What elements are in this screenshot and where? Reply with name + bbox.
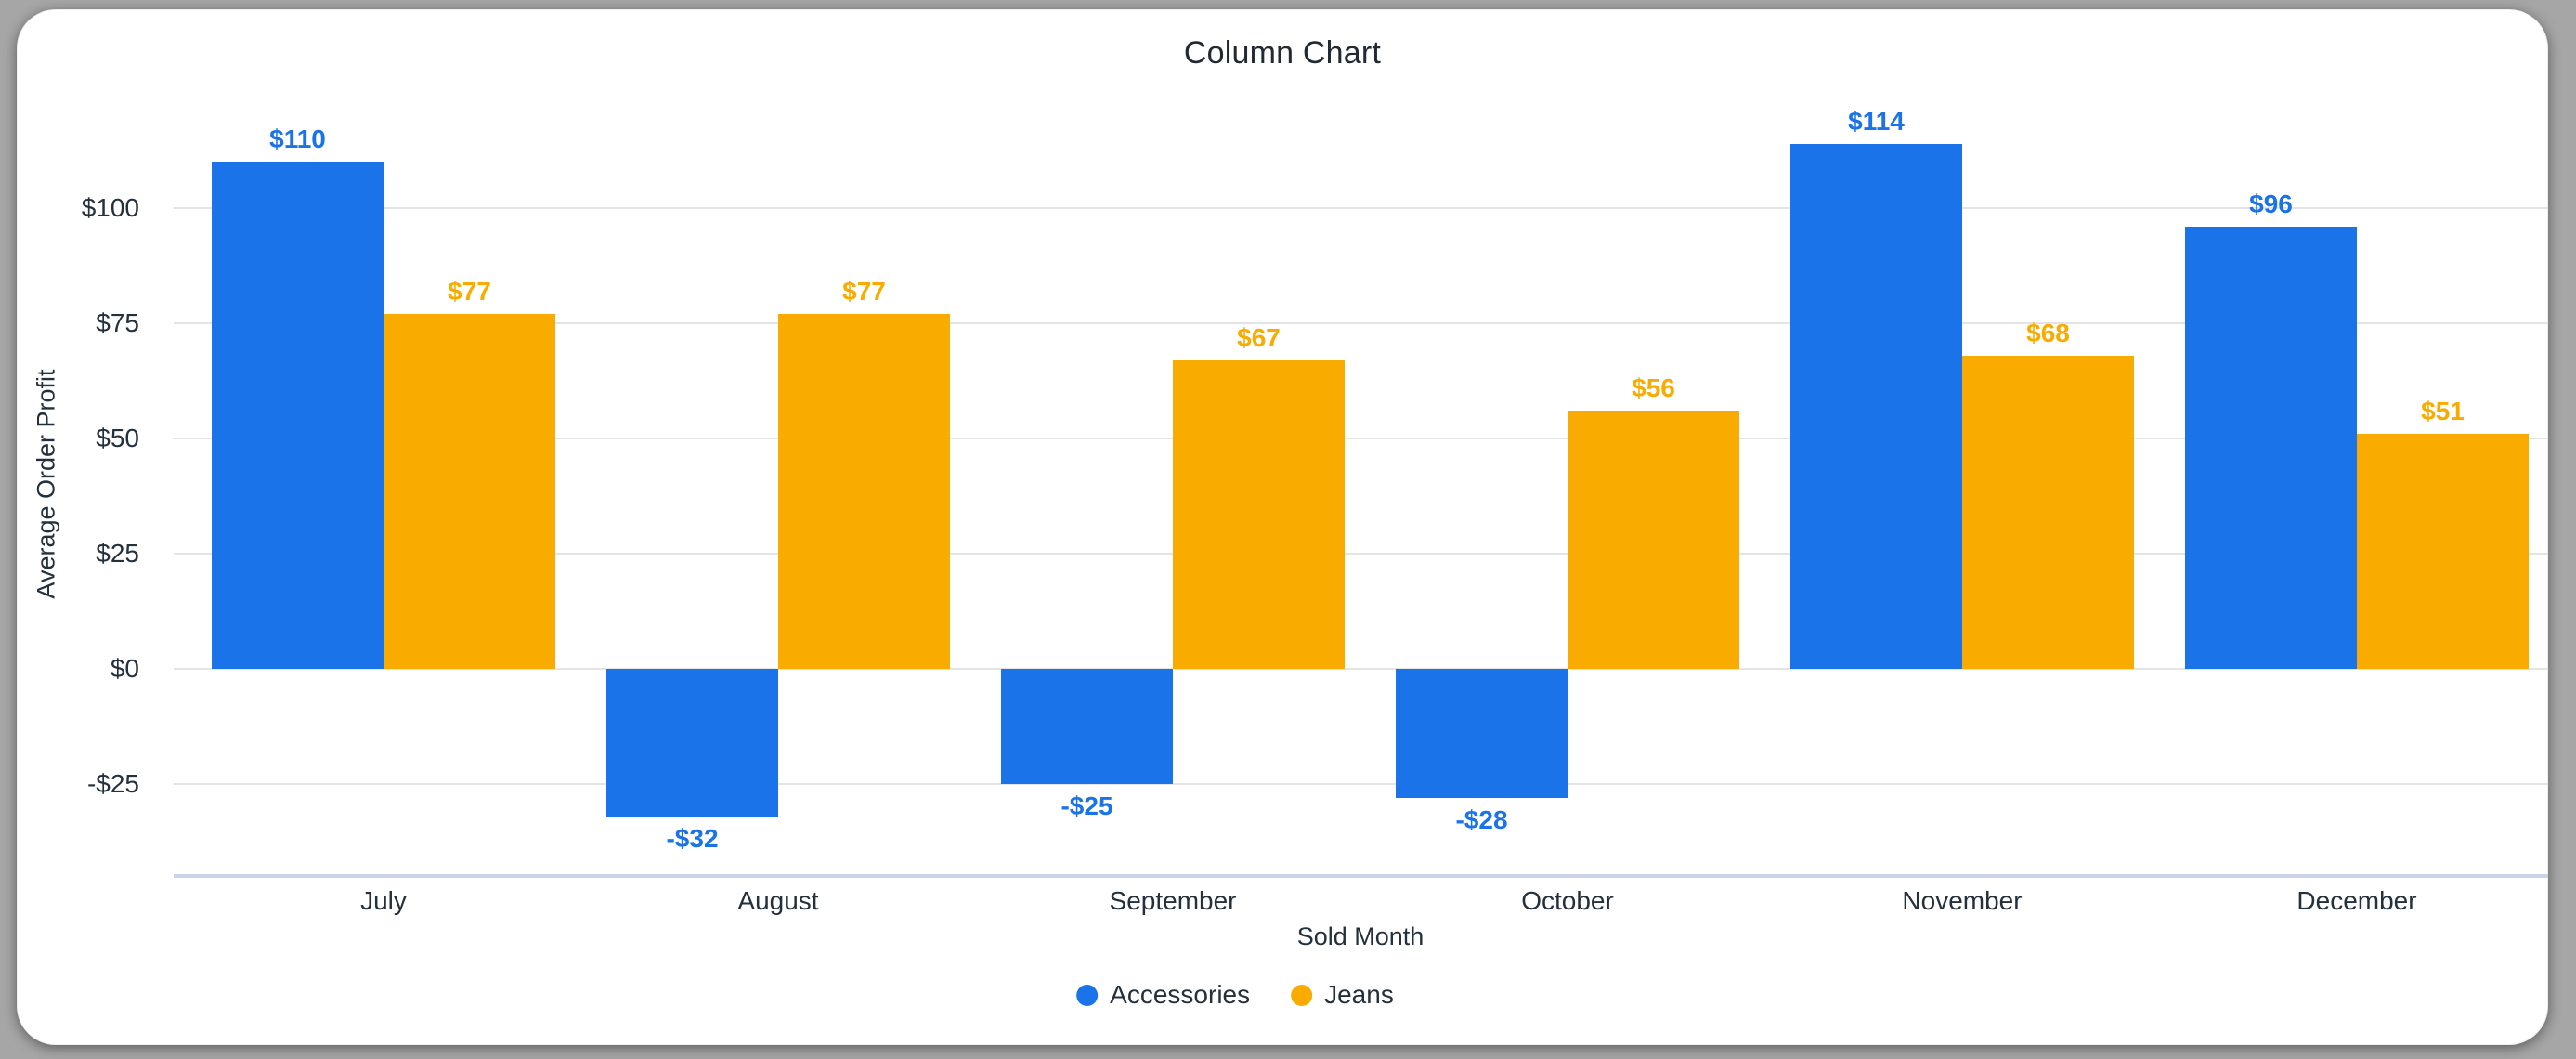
bar-jeans-august[interactable]	[778, 314, 950, 669]
gridline	[174, 667, 2548, 670]
y-tick-label: $0	[110, 653, 139, 683]
gridline	[174, 782, 2548, 785]
value-label: $96	[2249, 189, 2293, 218]
bar-accessories-july[interactable]	[212, 162, 384, 669]
value-label: $114	[1848, 106, 1905, 136]
x-tick-label-august: August	[737, 886, 819, 915]
bar-accessories-september[interactable]	[1001, 668, 1173, 784]
x-tick-label-november: November	[1902, 886, 2023, 915]
gridline	[174, 206, 2548, 209]
value-label: -$32	[666, 823, 719, 853]
value-label: $67	[1237, 322, 1281, 352]
bar-jeans-july[interactable]	[384, 314, 555, 669]
legend-dot-icon	[1291, 984, 1313, 1006]
x-tick-label-december: December	[2296, 886, 2417, 915]
value-label: $77	[842, 277, 886, 307]
legend-label: Accessories	[1110, 980, 1251, 1009]
gridline	[174, 437, 2548, 439]
y-tick-label: $75	[96, 307, 139, 337]
value-label: -$25	[1060, 791, 1113, 820]
chart-title: Column Chart	[1183, 35, 1382, 71]
y-tick-label: $25	[96, 538, 139, 568]
bar-jeans-december[interactable]	[2357, 433, 2529, 669]
value-label: $77	[448, 277, 491, 307]
value-label: $110	[269, 124, 326, 154]
value-label: -$28	[1455, 804, 1508, 834]
bar-jeans-september[interactable]	[1173, 360, 1345, 669]
legend-item-accessories[interactable]: Accessories	[1076, 982, 1250, 1008]
bar-accessories-august[interactable]	[606, 668, 778, 817]
value-label: $68	[2026, 318, 2070, 347]
gridline	[174, 321, 2548, 324]
legend-label: Jeans	[1324, 980, 1394, 1009]
x-tick-label-july: July	[360, 886, 407, 915]
bar-accessories-november[interactable]	[1790, 143, 1962, 669]
bar-accessories-october[interactable]	[1396, 668, 1568, 798]
y-tick-label: $100	[81, 192, 139, 222]
bar-jeans-october[interactable]	[1568, 411, 1739, 669]
value-label: $56	[1632, 373, 1675, 403]
legend-item-jeans[interactable]: Jeans	[1291, 982, 1394, 1008]
y-tick-label: $50	[96, 423, 139, 452]
value-label: $51	[2421, 396, 2465, 425]
y-tick-label: -$25	[86, 768, 139, 798]
legend: Accessories Jeans	[1076, 980, 1394, 1010]
gridline	[174, 552, 2548, 555]
x-tick-label-september: September	[1109, 886, 1237, 915]
legend-dot-icon	[1076, 984, 1099, 1006]
x-axis-title: Sold Month	[1296, 922, 1425, 950]
bar-jeans-november[interactable]	[1962, 355, 2134, 669]
bar-accessories-december[interactable]	[2185, 226, 2357, 669]
x-tick-label-october: October	[1521, 886, 1614, 915]
x-axis-line	[174, 874, 2548, 878]
